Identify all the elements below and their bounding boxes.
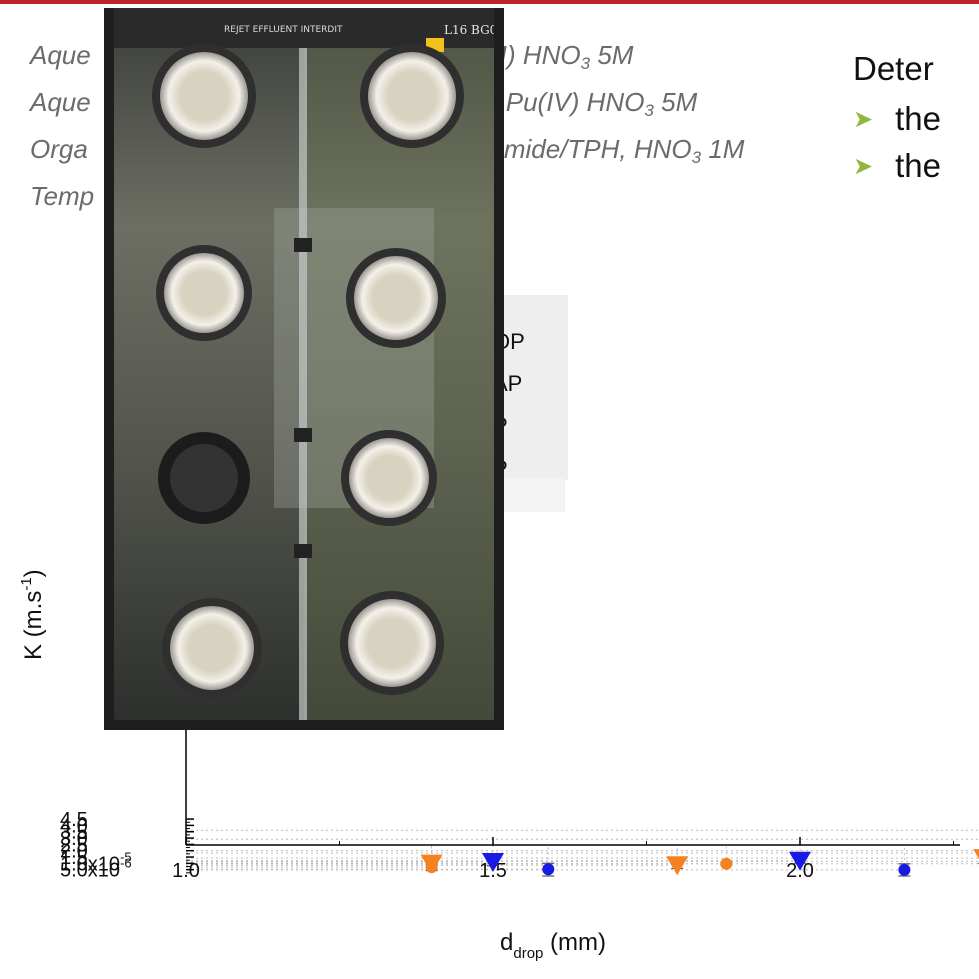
data-point-triangle bbox=[789, 851, 811, 871]
data-point-triangle bbox=[973, 849, 979, 860]
condition-1-sub: 3 bbox=[580, 54, 591, 73]
condition-3-tail: mide/TPH, HNO bbox=[503, 134, 692, 164]
bullet-arrow-icon: ➤ bbox=[853, 106, 874, 133]
glove-port bbox=[368, 52, 456, 140]
glove-port bbox=[160, 52, 248, 140]
condition-3-sub: 3 bbox=[691, 148, 702, 167]
condition-3-start: Orga bbox=[30, 134, 88, 164]
y-tick-label: 1.5 bbox=[60, 847, 88, 869]
x-tick-label: 2.0 bbox=[786, 860, 814, 882]
glove-port bbox=[354, 256, 438, 340]
bullet-item-2: ➤ the bbox=[853, 147, 941, 185]
x-axis-label: ddrop (mm) bbox=[500, 929, 606, 962]
axis-ticks: 1.01.52.02.53.03.55.0x10-61.0x10-51.52.0… bbox=[60, 809, 954, 882]
y-axis-label: K (m.s-1) bbox=[18, 569, 47, 660]
slide-heading: Deter bbox=[853, 50, 934, 87]
guide-lines bbox=[186, 829, 979, 871]
data-point-circle bbox=[425, 861, 438, 874]
condition-4-start: Temp bbox=[30, 181, 95, 211]
condition-2-tail: Pu(IV) HNO bbox=[505, 87, 645, 117]
y-tick-label: 5.0x10-6 bbox=[60, 856, 132, 882]
condition-1-start: Aque bbox=[30, 40, 91, 70]
data-point-triangle bbox=[482, 852, 504, 872]
title-accent-bar bbox=[0, 0, 979, 4]
y-tick-label: 3.5 bbox=[60, 822, 88, 844]
data-point-circle bbox=[720, 857, 733, 870]
data-point-circle bbox=[542, 863, 555, 876]
glove-port bbox=[349, 438, 429, 518]
y-tick-label: 2.0 bbox=[60, 841, 88, 863]
condition-3-end: 1M bbox=[701, 134, 745, 164]
data-markers bbox=[420, 849, 979, 876]
condition-line-3: Orga mide/TPH, HNO3 1M bbox=[30, 134, 744, 168]
glove-port bbox=[170, 606, 254, 690]
axis-labels: ddrop (mm) K (m.s-1) bbox=[18, 569, 606, 962]
condition-2-start: Aque bbox=[30, 87, 91, 117]
bullet-text-1: the bbox=[895, 100, 941, 137]
data-point-triangle bbox=[666, 856, 689, 876]
photo-id-label: L16 BG03 bbox=[444, 23, 504, 37]
photo-notice-label: REJET EFFLUENT INTERDIT bbox=[224, 25, 343, 35]
bullet-item-1: ➤ the bbox=[853, 100, 941, 138]
condition-line-4: Temp bbox=[30, 181, 94, 212]
condition-2-end: 5M bbox=[653, 87, 698, 117]
bullet-arrow-icon: ➤ bbox=[853, 153, 874, 180]
y-tick-label: 3.0 bbox=[60, 828, 88, 850]
data-point-circle bbox=[898, 863, 911, 876]
glove-port bbox=[164, 253, 244, 333]
glovebox-photo: REJET EFFLUENT INTERDIT L16 BG03 bbox=[104, 8, 504, 730]
condition-1-end: 5M bbox=[590, 40, 634, 70]
error-bars bbox=[425, 852, 979, 877]
y-tick-label: 4.5 bbox=[60, 809, 88, 831]
y-tick-label: 1.0x10-5 bbox=[60, 849, 132, 875]
bullet-text-2: the bbox=[895, 147, 941, 184]
x-tick-label: 1.0 bbox=[172, 860, 200, 882]
y-tick-label: 2.5 bbox=[60, 834, 88, 856]
condition-2-sub: 3 bbox=[644, 101, 654, 120]
condition-line-2: Aque Pu(IV) HNO3 5M bbox=[30, 87, 697, 121]
y-tick-label: 4.0 bbox=[60, 815, 88, 837]
glove-port bbox=[348, 599, 436, 687]
